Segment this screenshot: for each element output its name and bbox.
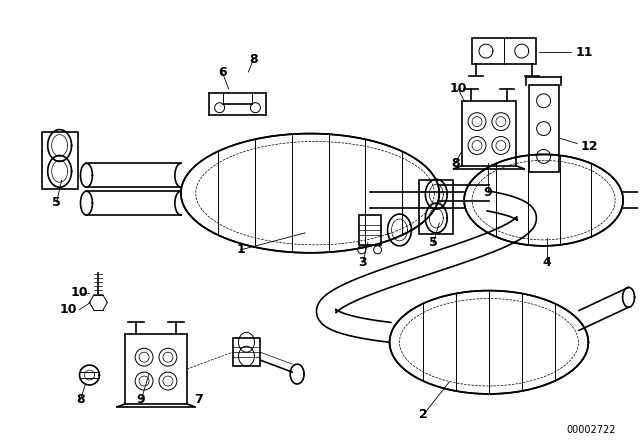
Polygon shape	[48, 155, 72, 187]
Bar	[42, 132, 77, 189]
Polygon shape	[81, 164, 92, 187]
Text: 6: 6	[218, 66, 227, 79]
Bar	[529, 85, 559, 172]
Bar	[232, 338, 260, 366]
Polygon shape	[81, 191, 92, 215]
Text: 2: 2	[419, 408, 428, 421]
Text: 1: 1	[236, 243, 245, 256]
Bar	[472, 38, 536, 64]
Polygon shape	[181, 134, 439, 253]
Text: 8: 8	[451, 157, 460, 170]
Bar	[125, 334, 187, 404]
Text: 10: 10	[60, 303, 77, 316]
Text: 4: 4	[542, 256, 551, 269]
Text: 00002722: 00002722	[566, 425, 616, 435]
Text: 10: 10	[449, 82, 467, 95]
Text: 8: 8	[76, 393, 85, 406]
Polygon shape	[426, 203, 447, 233]
Text: 5: 5	[52, 196, 61, 209]
Text: 9: 9	[137, 393, 145, 406]
Polygon shape	[623, 287, 634, 307]
Text: 3: 3	[358, 256, 367, 269]
Text: 12: 12	[580, 140, 598, 153]
Polygon shape	[426, 179, 447, 209]
Text: 7: 7	[195, 393, 203, 406]
Text: 8: 8	[249, 52, 258, 65]
Text: 11: 11	[575, 46, 593, 59]
Text: 5: 5	[429, 237, 438, 250]
Bar	[461, 101, 516, 166]
Polygon shape	[464, 155, 623, 246]
Polygon shape	[390, 291, 588, 394]
Text: 10: 10	[70, 286, 88, 299]
Polygon shape	[48, 129, 72, 161]
Polygon shape	[388, 214, 412, 246]
Text: 9: 9	[484, 186, 492, 199]
Bar	[419, 180, 453, 234]
